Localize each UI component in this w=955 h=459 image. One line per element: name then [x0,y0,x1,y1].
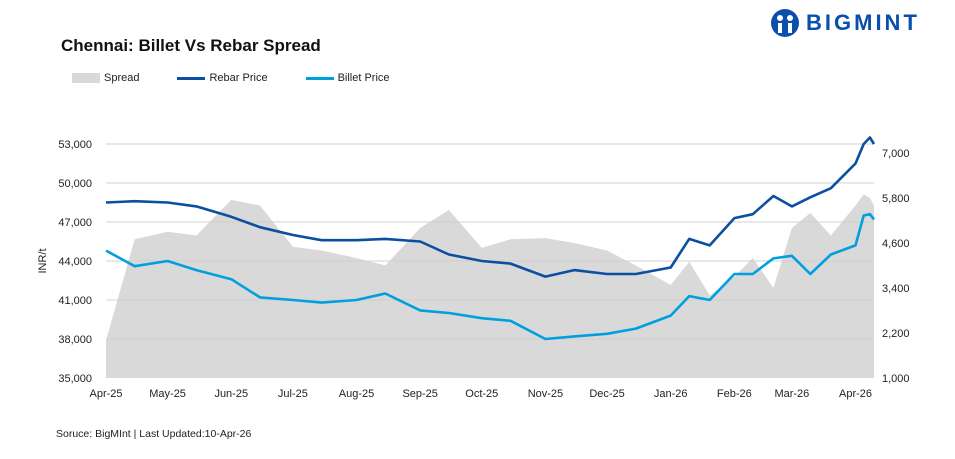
y-axis-label: INR/t [37,248,49,273]
legend-label: Billet Price [337,72,390,84]
x-tick-label: Jan-26 [654,388,688,400]
x-tick-label: Jun-25 [214,388,248,400]
x-tick-label: Feb-26 [717,388,752,400]
x-tick-label: Dec-25 [589,388,624,400]
source-note: Soruce: BigMInt | Last Updated:10-Apr-26 [56,428,252,440]
x-tick-label: Oct-25 [465,388,498,400]
x-tick-label: Mar-26 [774,388,809,400]
billet-price-line [105,212,876,341]
y2-tick-label: 4,600 [882,238,910,250]
x-tick-label: Aug-25 [339,388,374,400]
legend: Spread Rebar Price Billet Price [72,72,428,84]
logo-text: BIGMINT [806,10,920,35]
y-tick-label: 38,000 [58,334,92,346]
legend-label: Spread [104,72,140,84]
y-tick-label: 47,000 [58,217,92,229]
y2-tick-label: 1,000 [882,373,910,385]
x-tick-label: Sep-25 [402,388,437,400]
legend-label: Rebar Price [209,72,268,84]
legend-item-rebar: Rebar Price [177,72,268,84]
y2-tick-label: 5,800 [882,193,910,205]
y-tick-label: 50,000 [58,178,92,190]
legend-item-spread: Spread [72,72,139,84]
x-tick-label: Apr-26 [839,388,872,400]
bigmint-logo: BIGMINT [770,8,920,38]
y-tick-label: 35,000 [58,373,92,385]
logo-icon [771,9,799,37]
x-tick-label: Nov-25 [528,388,563,400]
x-tick-label: May-25 [149,388,186,400]
y2-tick-label: 2,200 [882,328,910,340]
spread-area [106,194,874,378]
y2-tick-label: 3,400 [882,283,910,295]
rebar-price-line [105,136,876,278]
y2-tick-label: 7,000 [882,148,910,160]
y-tick-label: 53,000 [58,139,92,151]
y-tick-label: 41,000 [58,295,92,307]
legend-item-billet: Billet Price [305,72,390,84]
x-tick-label: Apr-25 [89,388,122,400]
x-tick-label: Jul-25 [278,388,308,400]
chart-title: Chennai: Billet Vs Rebar Spread [61,36,321,55]
y-tick-label: 44,000 [58,256,92,268]
